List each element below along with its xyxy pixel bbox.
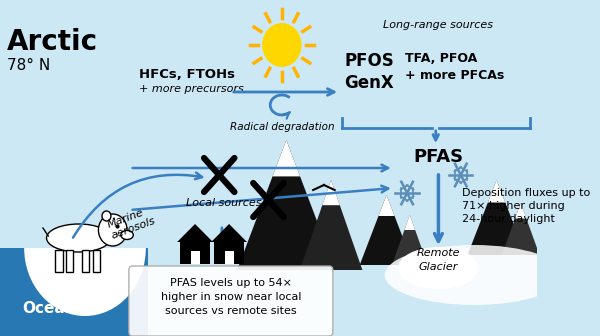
Text: Ocean: Ocean (22, 301, 76, 316)
Polygon shape (392, 215, 428, 265)
Polygon shape (488, 180, 505, 203)
Bar (55, 250, 62, 272)
Text: PFOS
GenX: PFOS GenX (344, 52, 394, 92)
Text: HFCs, FTOHs: HFCs, FTOHs (139, 68, 235, 81)
Text: Marine
aerosols: Marine aerosols (106, 205, 157, 241)
Bar (66, 250, 73, 272)
Polygon shape (177, 224, 213, 242)
Bar (224, 251, 233, 264)
Polygon shape (300, 180, 362, 270)
Polygon shape (211, 224, 247, 242)
Ellipse shape (385, 245, 563, 305)
Circle shape (102, 211, 111, 221)
Text: Long-range sources: Long-range sources (383, 20, 493, 30)
Bar (82, 250, 89, 272)
Polygon shape (515, 203, 526, 219)
Text: Deposition fluxes up to
71× higher during
24-hour daylight: Deposition fluxes up to 71× higher durin… (461, 188, 590, 224)
Bar (191, 251, 200, 264)
Text: TFA, PFOA
+ more PFCAs: TFA, PFOA + more PFCAs (406, 52, 505, 82)
Ellipse shape (47, 224, 111, 252)
Polygon shape (359, 195, 413, 265)
Bar (0, 248, 148, 336)
Polygon shape (467, 180, 526, 255)
Bar (214, 242, 244, 264)
Ellipse shape (121, 230, 133, 240)
Text: Local sources: Local sources (186, 198, 262, 208)
Text: Radical degradation: Radical degradation (230, 122, 334, 132)
Ellipse shape (398, 247, 479, 289)
Text: Remote
Glacier: Remote Glacier (416, 248, 460, 271)
Polygon shape (272, 140, 300, 176)
Text: PFAS levels up to 54×
higher in snow near local
sources vs remote sites: PFAS levels up to 54× higher in snow nea… (161, 278, 301, 316)
Polygon shape (404, 215, 415, 230)
Bar (93, 250, 100, 272)
Polygon shape (502, 203, 539, 255)
Text: PFAS: PFAS (413, 148, 463, 166)
Polygon shape (322, 180, 340, 205)
Text: Arctic: Arctic (7, 28, 98, 56)
Circle shape (262, 23, 302, 67)
Wedge shape (24, 248, 146, 316)
Text: 78° N: 78° N (7, 58, 50, 73)
Text: + more precursors: + more precursors (139, 84, 244, 94)
Polygon shape (237, 140, 335, 270)
Circle shape (98, 214, 127, 246)
Polygon shape (379, 195, 395, 216)
Bar (180, 242, 210, 264)
FancyBboxPatch shape (129, 266, 333, 336)
